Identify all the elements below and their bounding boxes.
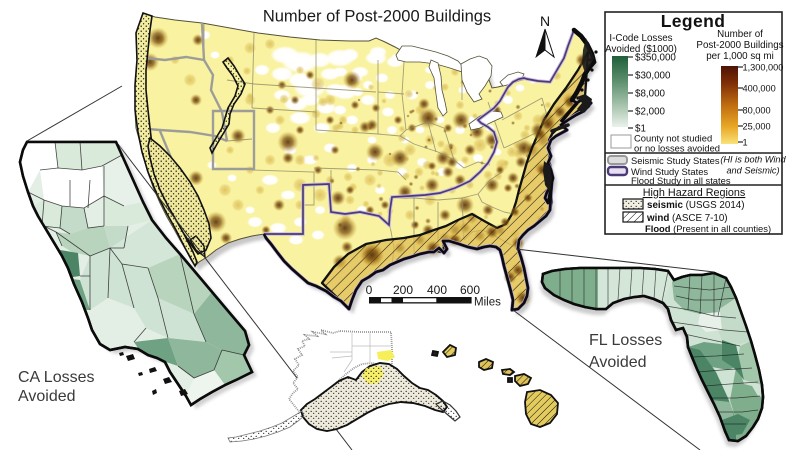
svg-text:$30,000: $30,000	[635, 71, 671, 82]
svg-text:Avoided: Avoided	[18, 388, 76, 405]
svg-text:400,000: 400,000	[743, 84, 776, 94]
svg-text:1,300,000: 1,300,000	[743, 63, 784, 73]
svg-text:25,000: 25,000	[743, 122, 771, 132]
svg-text:Avoided ($1000): Avoided ($1000)	[605, 44, 677, 55]
svg-text:$1: $1	[635, 124, 646, 135]
svg-text:Miles: Miles	[474, 297, 501, 309]
svg-text:1: 1	[743, 138, 748, 148]
svg-text:Avoided: Avoided	[589, 354, 647, 371]
svg-text:Wind Study States: Wind Study States	[631, 166, 708, 177]
svg-text:Number of: Number of	[717, 29, 763, 40]
svg-text:200: 200	[393, 283, 413, 297]
svg-text:$2,000: $2,000	[635, 107, 666, 118]
svg-text:FL Losses: FL Losses	[589, 332, 662, 349]
svg-text:Seismic Study States: Seismic Study States	[631, 155, 720, 166]
svg-text:400: 400	[427, 283, 447, 297]
svg-text:0: 0	[366, 283, 373, 297]
svg-text:Flood Study in all states: Flood Study in all states	[631, 175, 731, 186]
svg-text:per 1,000 sq mi: per 1,000 sq mi	[706, 51, 774, 62]
svg-text:600: 600	[460, 283, 480, 297]
svg-text:Post-2000 Buildings: Post-2000 Buildings	[696, 40, 783, 51]
svg-text:Flood (Present in all counties: Flood (Present in all counties)	[645, 223, 771, 234]
svg-text:80,000: 80,000	[743, 106, 771, 116]
svg-text:Number of Post-2000 Buildings: Number of Post-2000 Buildings	[263, 8, 491, 26]
svg-text:Legend: Legend	[661, 11, 726, 31]
svg-text:wind (ASCE 7-10): wind (ASCE 7-10)	[646, 213, 728, 224]
svg-text:I-Code Losses: I-Code Losses	[609, 33, 672, 44]
svg-text:County not studied: County not studied	[634, 133, 712, 144]
svg-text:High Hazard Regions: High Hazard Regions	[643, 187, 746, 199]
svg-text:and Seismic): and Seismic)	[726, 166, 779, 176]
svg-text:$350,000: $350,000	[635, 53, 676, 64]
svg-text:or no losses avoided: or no losses avoided	[634, 143, 720, 154]
svg-text:(HI is both Wind: (HI is both Wind	[720, 155, 786, 165]
svg-text:CA Losses: CA Losses	[18, 369, 94, 386]
svg-text:$8,000: $8,000	[635, 89, 666, 100]
svg-text:N: N	[540, 13, 550, 29]
svg-text:seismic (USGS 2014): seismic (USGS 2014)	[647, 200, 744, 211]
